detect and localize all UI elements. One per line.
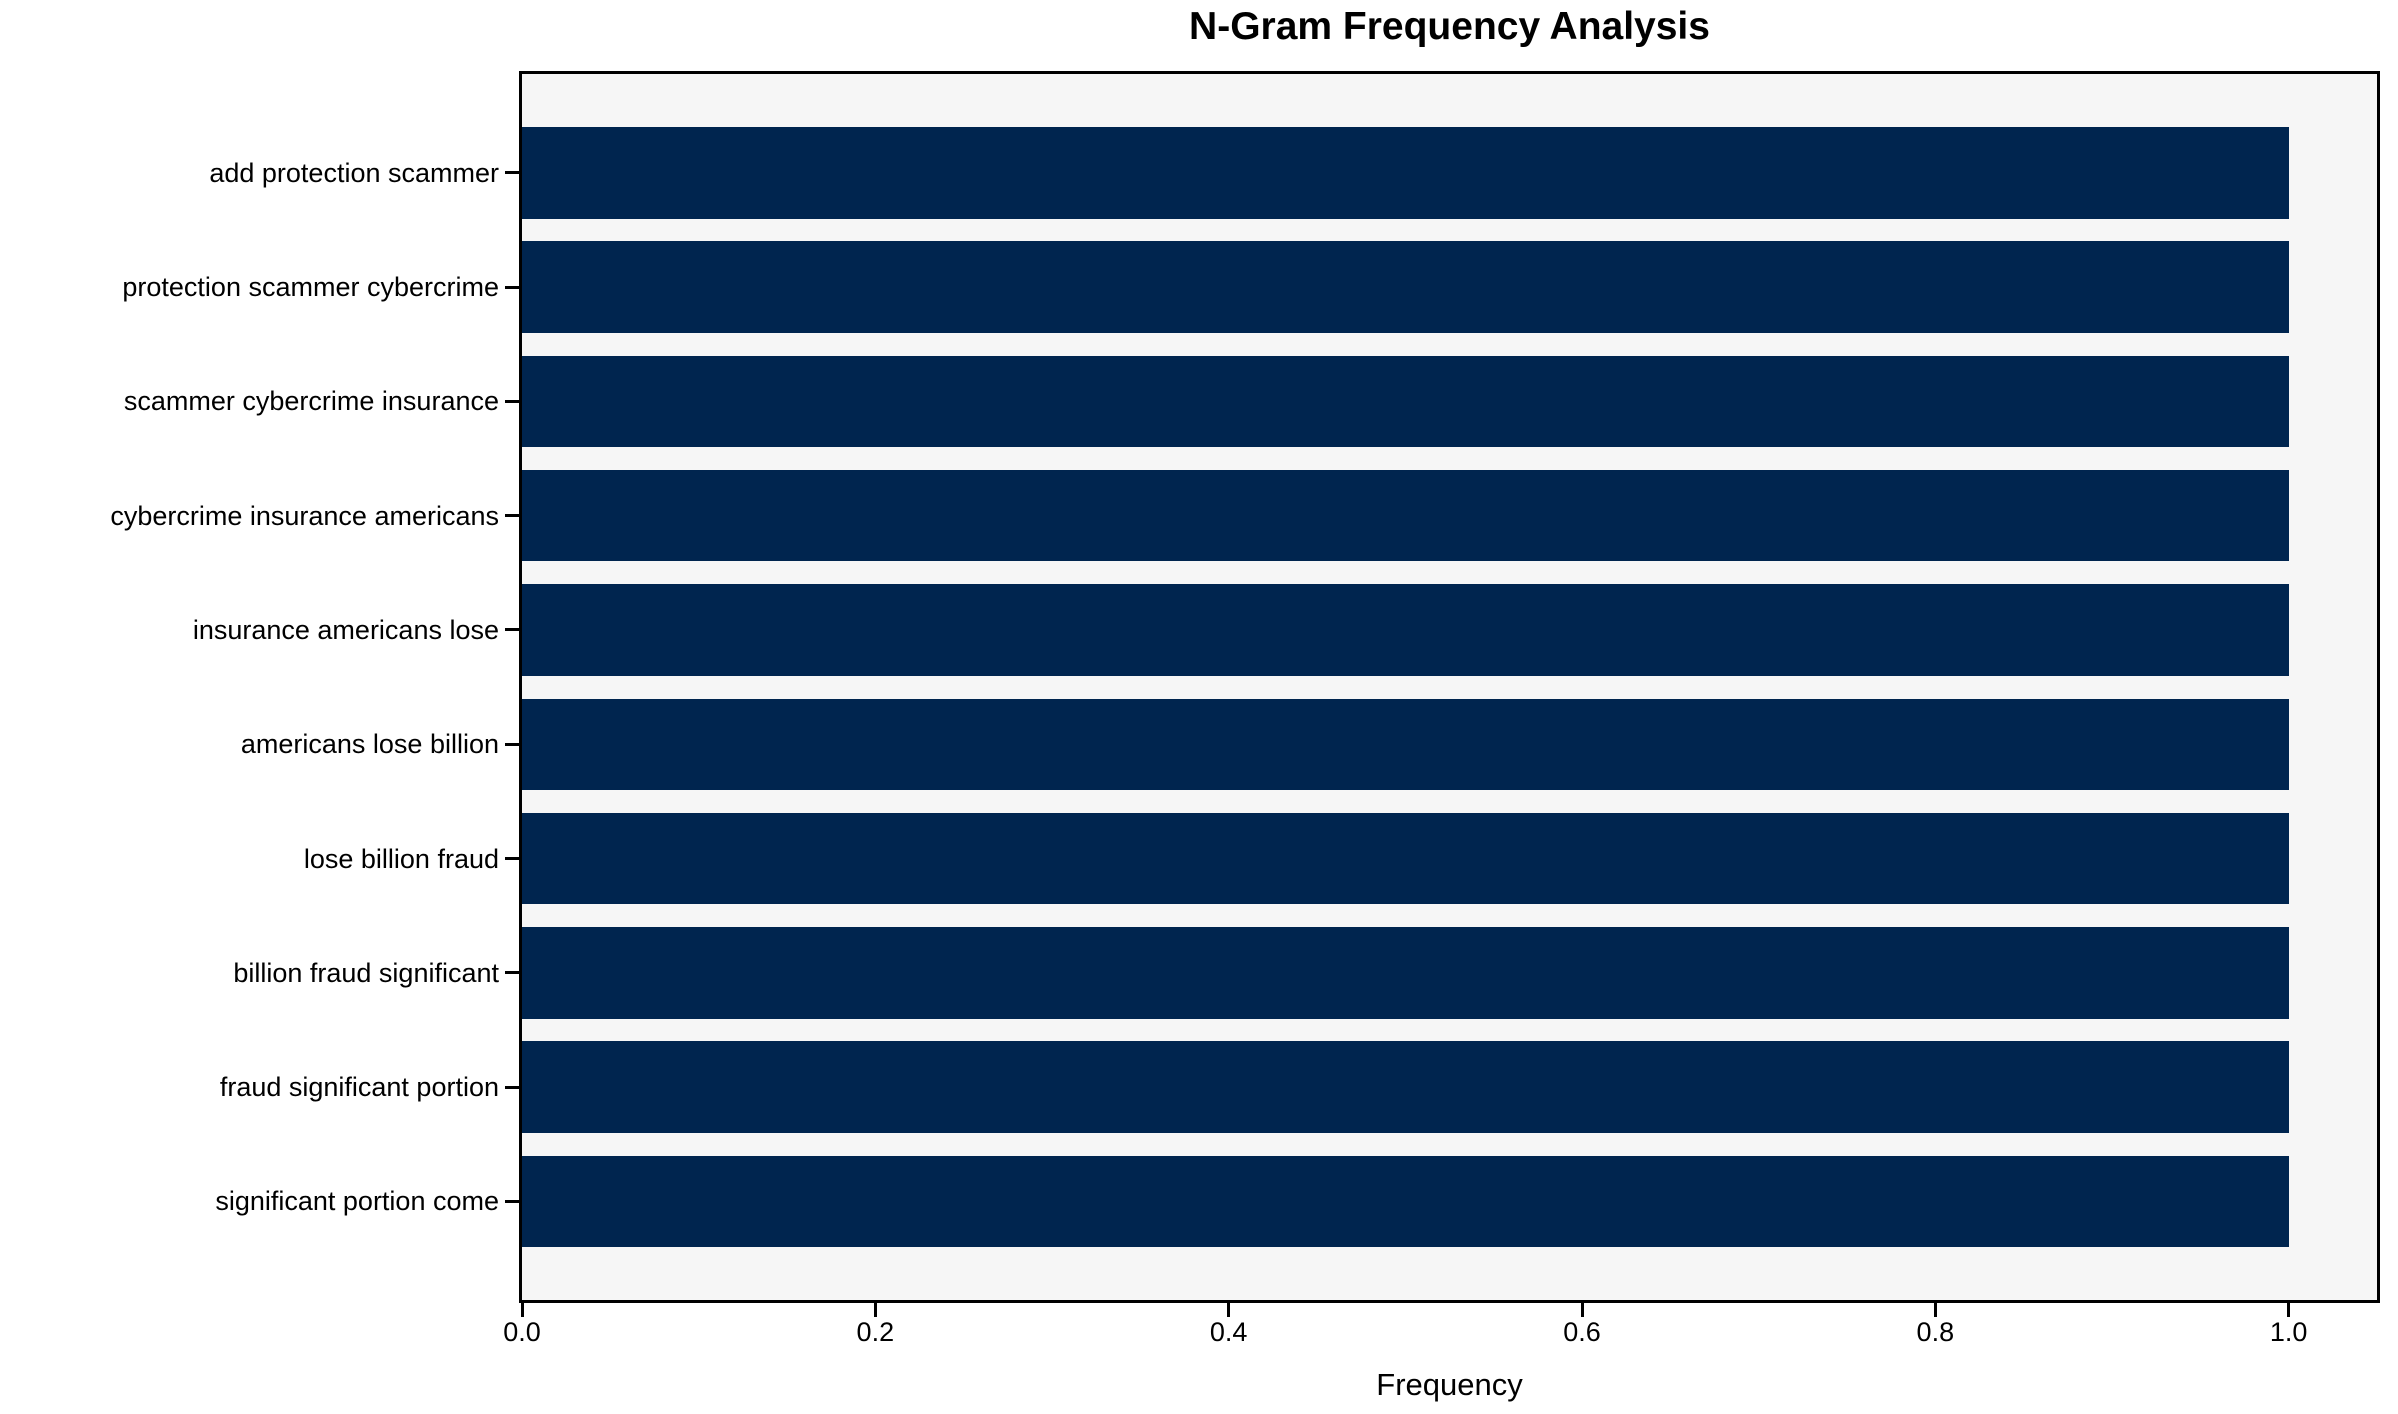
y-tick-mark [505, 1085, 519, 1089]
y-tick-mark [505, 399, 519, 403]
y-tick-label: billion fraud significant [233, 957, 499, 988]
chart-title: N-Gram Frequency Analysis [1189, 5, 1710, 48]
bar [522, 698, 2289, 790]
x-tick-mark [2287, 1303, 2291, 1317]
y-tick-label: significant portion come [215, 1186, 499, 1217]
x-axis-label: Frequency [1376, 1367, 1523, 1402]
x-tick-label: 0.8 [1916, 1317, 1955, 1347]
x-tick-mark [1933, 1303, 1937, 1317]
bar [522, 469, 2289, 562]
x-tick-label: 0.6 [1563, 1317, 1601, 1347]
y-tick-mark [505, 742, 519, 746]
y-tick-mark [505, 514, 519, 518]
bar [522, 584, 2289, 676]
y-tick-label: cybercrime insurance americans [110, 500, 499, 531]
y-tick-mark [505, 1199, 519, 1203]
y-tick-mark [505, 628, 519, 632]
y-tick-mark [505, 971, 519, 975]
bar [522, 812, 2289, 905]
y-tick-label: fraud significant portion [219, 1072, 499, 1103]
bar [522, 127, 2289, 219]
y-tick-mark [505, 857, 519, 861]
bar [522, 927, 2289, 1019]
x-tick-mark [1580, 1303, 1584, 1317]
y-axis: add protection scammer protection scammer… [0, 0, 519, 1414]
x-tick-mark [1227, 1303, 1231, 1317]
x-tick-label: 0.0 [503, 1317, 541, 1347]
x-tick-mark [520, 1303, 524, 1317]
y-tick-label: protection scammer cybercrime [122, 272, 499, 303]
y-tick-label: insurance americans lose [192, 614, 499, 645]
y-tick-label: lose billion fraud [303, 843, 499, 874]
bar [522, 1155, 2289, 1248]
y-tick-mark [505, 285, 519, 289]
x-tick-label: 0.4 [1209, 1317, 1248, 1347]
y-tick-label: add protection scammer [209, 157, 499, 188]
bar [522, 241, 2289, 333]
bar [522, 355, 2289, 448]
y-tick-mark [505, 171, 519, 175]
x-tick-mark [873, 1303, 877, 1317]
plot-area [519, 71, 2380, 1303]
x-tick-label: 0.2 [856, 1317, 895, 1347]
bar [522, 1041, 2289, 1133]
y-tick-label: americans lose billion [240, 729, 499, 760]
y-tick-label: scammer cybercrime insurance [123, 386, 499, 417]
x-tick-label: 1.0 [2269, 1317, 2308, 1347]
